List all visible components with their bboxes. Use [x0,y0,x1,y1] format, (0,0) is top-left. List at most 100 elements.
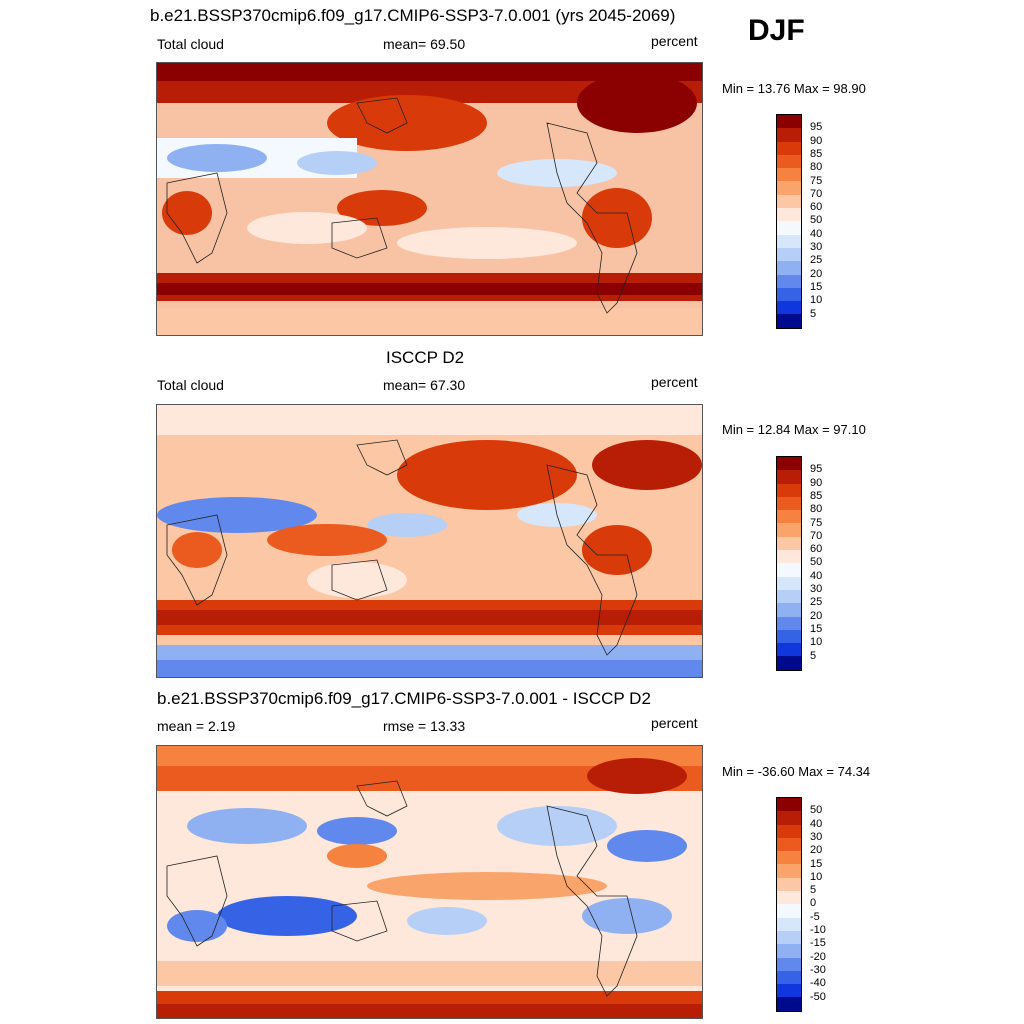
colorbar-swatch [777,656,801,670]
colorbar-tick-label: 5 [810,307,817,320]
panel-3-title: b.e21.BSSP370cmip6.f09_g17.CMIP6-SSP3-7.… [157,689,651,708]
panel-2-minmax: Min = 12.84 Max = 97.10 [722,422,866,437]
colorbar-swatch [777,141,801,155]
panel-3-rmse-label: rmse = 13.33 [383,718,466,734]
colorbar-tick-label: 40 [810,227,823,240]
colorbar-tick-label: -15 [810,937,826,950]
colorbar-swatch [777,181,801,195]
colorbar-tick-label: 85 [810,147,823,160]
colorbar-swatch [777,154,801,169]
panel-1-colorbar [776,114,802,329]
colorbar-tick-label: 50 [810,556,823,569]
panel-3-minmax: Min = -36.60 Max = 74.34 [722,764,871,779]
colorbar-tick-label: 70 [810,529,823,542]
colorbar-tick-label: 5 [810,884,817,897]
colorbar-swatch [777,603,801,617]
colorbar-tick-label: -20 [810,950,826,963]
colorbar-tick-label: 25 [810,596,823,609]
colorbar-tick-label: 15 [810,857,823,870]
colorbar-swatch [777,510,801,524]
colorbar-tick-label: -10 [810,924,826,936]
colorbar-tick-label: 30 [810,830,823,843]
colorbar-swatch [777,563,801,577]
colorbar-swatch [777,957,801,971]
panel-2-variable-label: Total cloud [157,377,224,393]
colorbar-swatch [777,944,801,958]
colorbar-swatch [777,128,801,142]
panel-1-variable-label: Total cloud [157,36,224,52]
colorbar-tick-label: 10 [810,636,823,649]
colorbar-swatch [777,576,801,590]
colorbar-swatch [777,470,801,484]
colorbar-swatch [777,589,801,604]
colorbar-tick-label: 20 [810,844,823,857]
season-label: DJF [748,14,805,47]
colorbar-swatch [777,287,801,302]
colorbar-tick-label: 80 [810,161,823,174]
colorbar-swatch [777,811,801,825]
panel-3-map-field [157,746,702,1018]
colorbar-tick-label: 90 [810,476,823,489]
colorbar-tick-label: 15 [810,622,823,635]
panel-2-mean-label: mean= 67.30 [383,377,466,393]
colorbar-tick-label: 10 [810,870,823,883]
panel-3-map [156,745,703,1019]
colorbar-tick-label: -40 [810,977,826,990]
panel-2-map-field [157,405,702,677]
panel-1-mean-label: mean= 69.50 [383,36,466,52]
colorbar-swatch [777,194,801,209]
colorbar-tick-label: -50 [810,990,826,1003]
colorbar-tick-label: 15 [810,280,823,293]
colorbar-tick-label: 0 [810,897,817,910]
colorbar-swatch [777,643,801,657]
colorbar-swatch [777,824,801,838]
panel-1-map [156,62,703,336]
panel-3-mean-label: mean = 2.19 [157,718,236,734]
colorbar-tick-label: -30 [810,963,826,976]
colorbar-tick-label: 10 [810,294,823,307]
colorbar-tick-label: 20 [810,609,823,622]
colorbar-swatch [777,904,801,918]
colorbar-tick-label: 30 [810,241,823,253]
colorbar-swatch [777,984,801,998]
colorbar-swatch [777,208,801,222]
panel-1-units-label: percent [651,33,698,49]
colorbar-swatch [777,550,801,564]
colorbar-swatch [777,314,801,328]
colorbar-tick-label: 20 [810,267,823,280]
colorbar-swatch [777,234,801,248]
colorbar-tick-label: 60 [810,543,823,556]
colorbar-tick-label: 50 [810,214,823,227]
colorbar-tick-label: 80 [810,503,823,516]
colorbar-swatch [777,261,801,275]
colorbar-tick-label: 5 [810,649,817,662]
colorbar-swatch [777,930,801,945]
colorbar-tick-label: 75 [810,174,823,187]
panel-3-colorbar [776,797,802,1012]
colorbar-swatch [777,891,801,905]
colorbar-swatch [777,877,801,892]
panel-1-title: b.e21.BSSP370cmip6.f09_g17.CMIP6-SSP3-7.… [150,6,676,25]
colorbar-swatch [777,864,801,878]
panel-1-map-field [157,63,702,335]
colorbar-tick-label: 60 [810,201,823,214]
colorbar-swatch [777,917,801,931]
colorbar-swatch [777,536,801,551]
colorbar-swatch [777,798,801,812]
colorbar-swatch [777,496,801,511]
panel-2-colorbar [776,456,802,671]
colorbar-swatch [777,483,801,497]
colorbar-swatch [777,274,801,288]
panel-2-map [156,404,703,678]
colorbar-tick-label: 40 [810,817,823,830]
colorbar-tick-label: 50 [810,804,823,817]
panel-2-title: ISCCP D2 [386,348,465,367]
colorbar-swatch [777,301,801,315]
colorbar-tick-label: 95 [810,463,823,476]
colorbar-swatch [777,997,801,1011]
colorbar-tick-label: -5 [810,910,820,923]
colorbar-tick-label: 85 [810,489,823,502]
colorbar-swatch [777,629,801,644]
panel-3-units-label: percent [651,715,698,731]
colorbar-swatch [777,168,801,182]
